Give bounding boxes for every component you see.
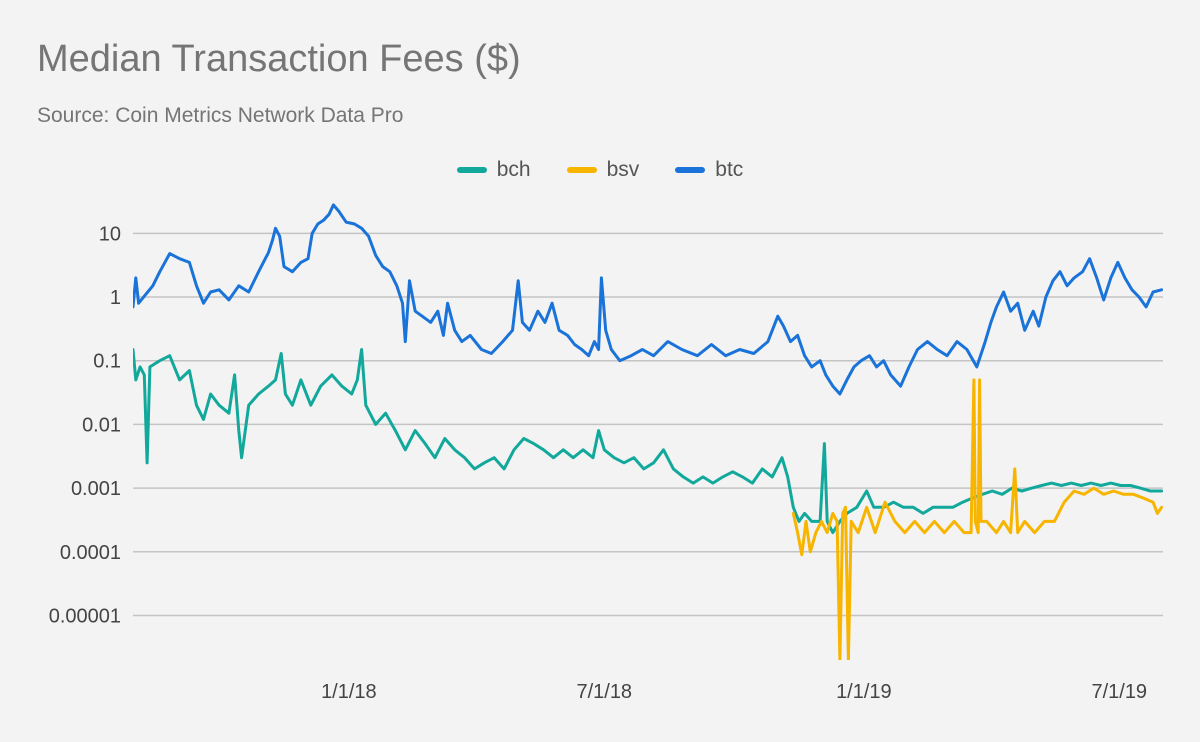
series-line-bsv xyxy=(791,378,1163,660)
legend-swatch-bsv xyxy=(566,167,597,173)
y-tick-label: 0.0001 xyxy=(60,542,121,564)
legend-item-bch[interactable]: bch xyxy=(456,158,531,182)
x-tick-label: 7/1/18 xyxy=(576,681,632,703)
legend-label-bch: bch xyxy=(496,158,531,181)
legend-label-bsv: bsv xyxy=(606,158,640,181)
series-line-btc xyxy=(133,203,1163,396)
legend-swatch-btc xyxy=(675,167,706,173)
y-tick-label: 0.00001 xyxy=(49,605,121,627)
legend-item-btc[interactable]: btc xyxy=(675,158,743,182)
x-tick-label: 7/1/19 xyxy=(1091,681,1147,703)
y-tick-label: 0.01 xyxy=(82,414,121,436)
series-line-bch xyxy=(133,348,1163,535)
legend-item-bsv[interactable]: bsv xyxy=(566,158,640,182)
legend-label-btc: btc xyxy=(715,158,744,181)
y-tick-label: 1 xyxy=(110,287,121,309)
y-tick-label: 0.001 xyxy=(71,478,121,500)
chart-title: Median Transaction Fees ($) xyxy=(37,38,521,80)
y-tick-label: 10 xyxy=(99,223,121,245)
x-tick-label: 1/1/18 xyxy=(321,681,377,703)
y-tick-label: 0.1 xyxy=(93,351,121,373)
x-tick-label: 1/1/19 xyxy=(836,681,892,703)
legend: bch bsv btc xyxy=(0,158,1200,182)
chart-subtitle: Source: Coin Metrics Network Data Pro xyxy=(37,104,404,127)
legend-swatch-bch xyxy=(456,167,487,173)
